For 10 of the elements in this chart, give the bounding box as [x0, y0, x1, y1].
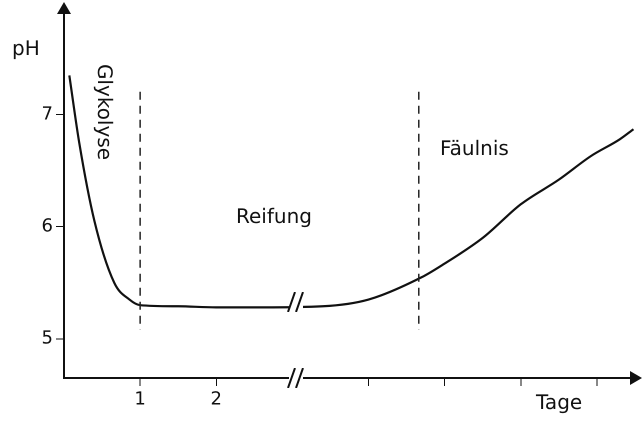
annotation: Reifung: [236, 204, 312, 228]
y-tick-label: 5: [42, 327, 53, 348]
y-axis-title: pH: [12, 36, 40, 60]
y-tick-label: 6: [42, 215, 53, 236]
x-tick-label: 1: [134, 388, 146, 410]
x-axis-title: Tage: [535, 390, 582, 414]
annotation: Glykolyse: [92, 64, 117, 160]
annotation: Fäulnis: [440, 136, 509, 160]
y-tick-label: 7: [42, 103, 53, 124]
x-tick-label: 2: [210, 388, 222, 410]
